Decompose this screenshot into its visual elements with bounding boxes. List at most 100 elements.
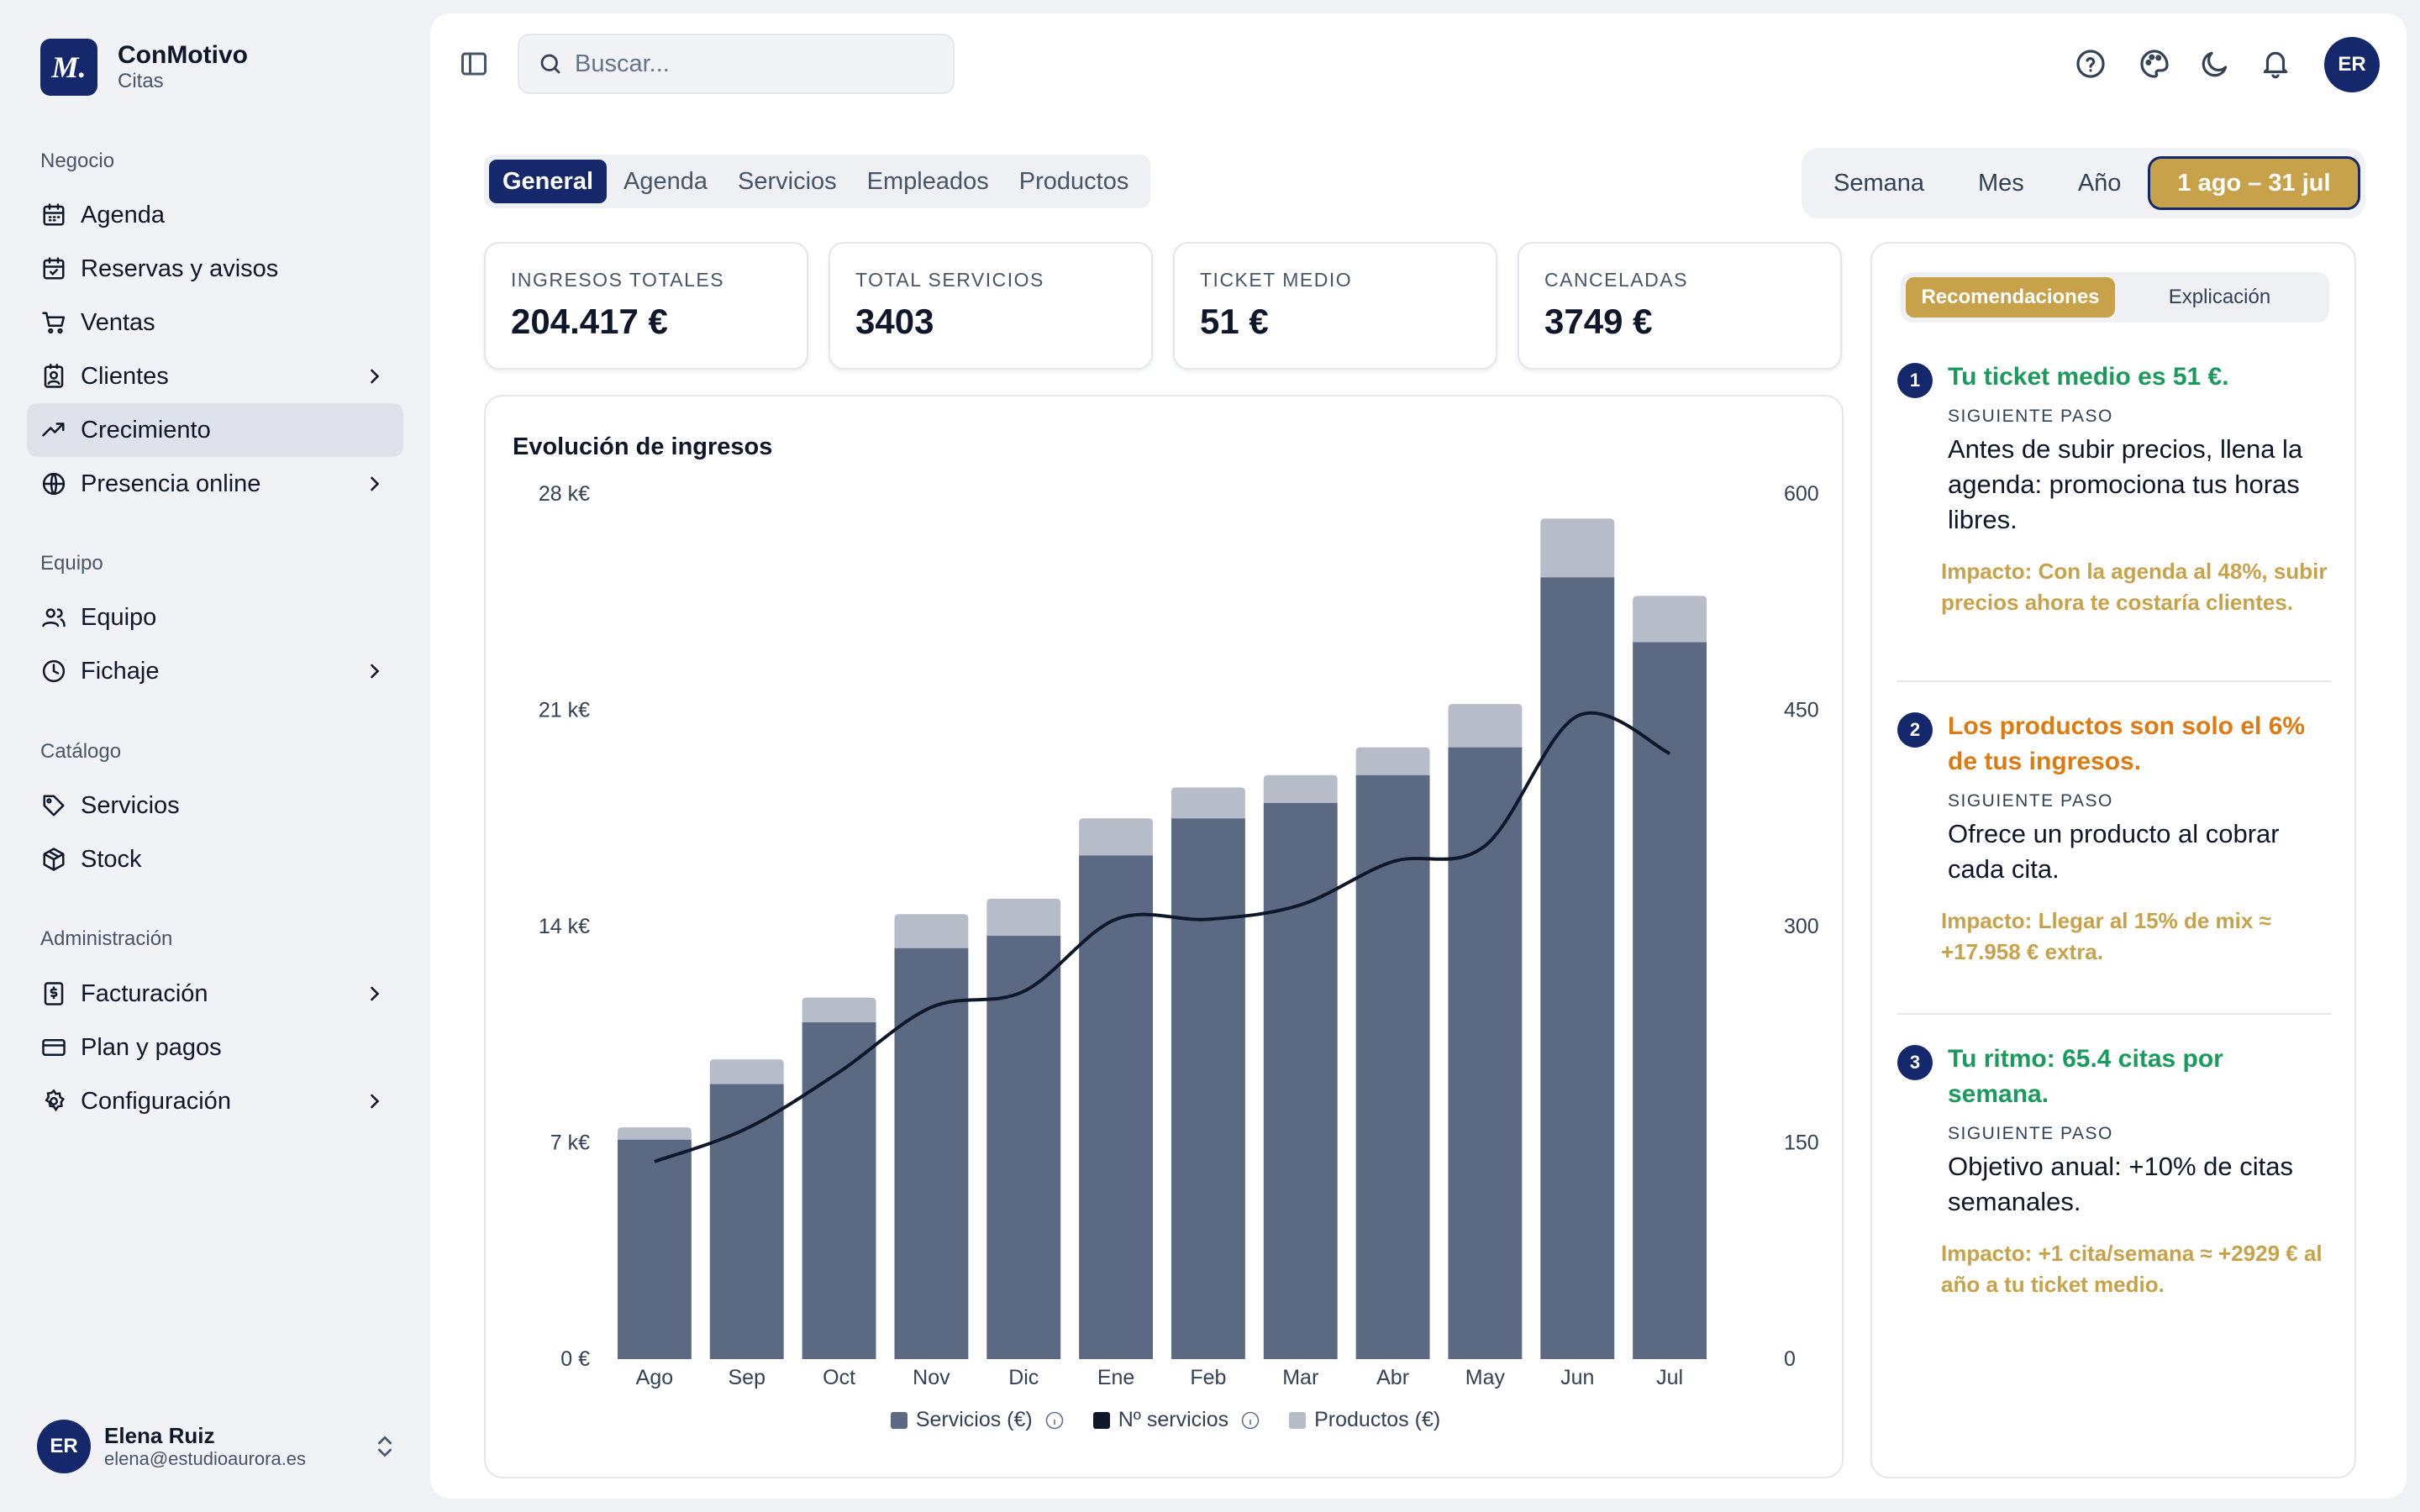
palette-icon[interactable] (2138, 47, 2171, 81)
sidebar-item-equipo[interactable]: Equipo (27, 591, 403, 644)
cart-icon (40, 309, 67, 336)
search-input[interactable] (575, 50, 928, 78)
sidebar-item-fichaje[interactable]: Fichaje (27, 644, 403, 698)
tab-explicacion[interactable]: Explicación (2168, 286, 2271, 308)
bell-icon[interactable] (2259, 47, 2292, 81)
period-semana[interactable]: Semana (1833, 169, 1925, 197)
sidebar-item-label: Crecimiento (81, 416, 211, 444)
sidebar-item-label: Plan y pagos (81, 1033, 222, 1061)
tab-empleados[interactable]: Empleados (866, 167, 989, 195)
y-right-tick-label: 300 (1784, 915, 1819, 938)
bar-productos (802, 997, 876, 1023)
date-range-button[interactable]: 1 ago – 31 jul (2148, 156, 2360, 210)
nav-section-equipo: Equipo (40, 552, 103, 575)
bar-servicios (1448, 747, 1523, 1359)
period-mes[interactable]: Mes (1978, 169, 2024, 197)
sidebar-item-label: Clientes (81, 362, 169, 390)
legend-label: Productos (€) (1314, 1408, 1441, 1431)
step-number-badge: 1 (1897, 363, 1933, 398)
tab-agenda[interactable]: Agenda (623, 167, 708, 195)
sidebar-item-label: Servicios (81, 791, 180, 819)
bar-servicios (1263, 802, 1338, 1359)
next-step-label: SIGUIENTE PASO (1948, 791, 2113, 811)
sidebar-item-facturacion[interactable]: Facturación (27, 967, 403, 1021)
sidebar-item-presencia-online[interactable]: Presencia online (27, 457, 403, 511)
sidebar-item-servicios[interactable]: Servicios (27, 779, 403, 832)
next-step-text: Antes de subir precios, llena la agenda:… (1948, 434, 2303, 534)
help-icon[interactable] (2074, 47, 2107, 81)
clock-icon (40, 658, 67, 685)
sidebar-item-configuracion[interactable]: Configuración (27, 1074, 403, 1128)
x-tick-label: Ene (1097, 1366, 1134, 1389)
user-email: elena@estudioaurora.es (104, 1448, 307, 1469)
sidebar-item-label: Stock (81, 845, 142, 873)
divider (1897, 1013, 2331, 1015)
y-left-tick-label: 14 k€ (539, 915, 590, 938)
kpi-value: 204.417 € (511, 302, 668, 341)
bar-servicios (1079, 855, 1154, 1359)
kpi-value: 3403 (855, 302, 934, 341)
sidebar-item-crecimiento[interactable]: Crecimiento (27, 403, 403, 457)
chart-title: Evolución de ingresos (513, 433, 773, 460)
sidebar-item-label: Configuración (81, 1087, 231, 1115)
sidebar-item-ventas[interactable]: Ventas (27, 296, 403, 349)
info-icon[interactable] (1240, 1410, 1260, 1431)
kpi-label: CANCELADAS (1544, 269, 1688, 291)
sidebar-toggle-icon[interactable] (459, 49, 489, 79)
moon-icon[interactable] (2198, 47, 2232, 81)
x-tick-label: Jun (1560, 1366, 1594, 1389)
recommendation-item: 1 Tu ticket medio es 51 €. SIGUIENTE PAS… (1897, 360, 2331, 618)
reco-tabs: Recomendaciones Explicación (1901, 272, 2329, 323)
bar-productos (894, 914, 969, 948)
bar-productos (1079, 818, 1154, 856)
bar-productos (617, 1127, 692, 1140)
user-menu[interactable]: ER Elena Ruiz elena@estudioaurora.es (37, 1420, 398, 1473)
y-right-tick-label: 600 (1784, 482, 1819, 506)
impact-text: Impacto: Con la agenda al 48%, subir pre… (1941, 559, 2328, 615)
tag-icon (40, 792, 67, 819)
info-icon[interactable] (1044, 1410, 1065, 1431)
user-name: Elena Ruiz (104, 1423, 215, 1448)
sidebar-item-stock[interactable]: Stock (27, 832, 403, 886)
sidebar-item-clientes[interactable]: Clientes (27, 349, 403, 403)
sidebar-item-label: Agenda (81, 201, 165, 228)
legend-swatch (890, 1411, 908, 1429)
brand[interactable]: M. ConMotivo Citas (40, 39, 248, 96)
next-step-text: Ofrece un producto al cobrar cada cita. (1948, 819, 2280, 884)
legend-item-productos[interactable]: Productos (€) (1289, 1408, 1440, 1432)
tab-recomendaciones[interactable]: Recomendaciones (1906, 277, 2115, 318)
recommendation-item: 2 Los productos son solo el 6% de tus in… (1897, 709, 2331, 968)
sidebar-item-plan-y-pagos[interactable]: Plan y pagos (27, 1021, 403, 1074)
divider (1897, 680, 2331, 682)
y-right-tick-label: 150 (1784, 1131, 1819, 1155)
search-box[interactable] (518, 34, 955, 94)
sidebar: M. ConMotivo Citas Negocio Agenda Reserv… (0, 0, 429, 1512)
legend-swatch (1092, 1411, 1110, 1429)
chevron-right-icon (371, 986, 380, 1001)
tab-productos[interactable]: Productos (1018, 167, 1129, 195)
avatar[interactable]: ER (2324, 37, 2380, 92)
chevron-right-icon (371, 664, 380, 679)
bar-servicios (1633, 642, 1707, 1359)
legend-item-servicios[interactable]: Servicios (€) (890, 1408, 1080, 1432)
bar-productos (1171, 787, 1245, 819)
legend-label: Servicios (€) (915, 1408, 1033, 1431)
next-step-label: SIGUIENTE PASO (1948, 1124, 2113, 1143)
step-number-badge: 2 (1897, 712, 1933, 748)
kpi-card-canceladas: CANCELADAS 3749 € (1518, 242, 1842, 370)
kpi-value: 3749 € (1544, 302, 1653, 341)
tab-servicios[interactable]: Servicios (738, 167, 837, 195)
bar-servicios (894, 948, 969, 1359)
tab-general[interactable]: General (489, 160, 607, 203)
brand-logo: M. (40, 39, 97, 96)
sidebar-item-reservas[interactable]: Reservas y avisos (27, 242, 403, 296)
y-left-tick-label: 28 k€ (539, 482, 590, 506)
period-ano[interactable]: Año (2077, 169, 2122, 197)
sidebar-item-agenda[interactable]: Agenda (27, 188, 403, 242)
kpi-card-ingresos: INGRESOS TOTALES 204.417 € (484, 242, 808, 370)
legend-item-num-servicios[interactable]: Nº servicios (1092, 1408, 1276, 1432)
recommendation-title: Los productos son solo el 6% de tus ingr… (1948, 712, 2306, 775)
bar-productos (986, 898, 1061, 937)
settings-icon (40, 1088, 67, 1115)
x-tick-label: Abr (1376, 1366, 1409, 1389)
